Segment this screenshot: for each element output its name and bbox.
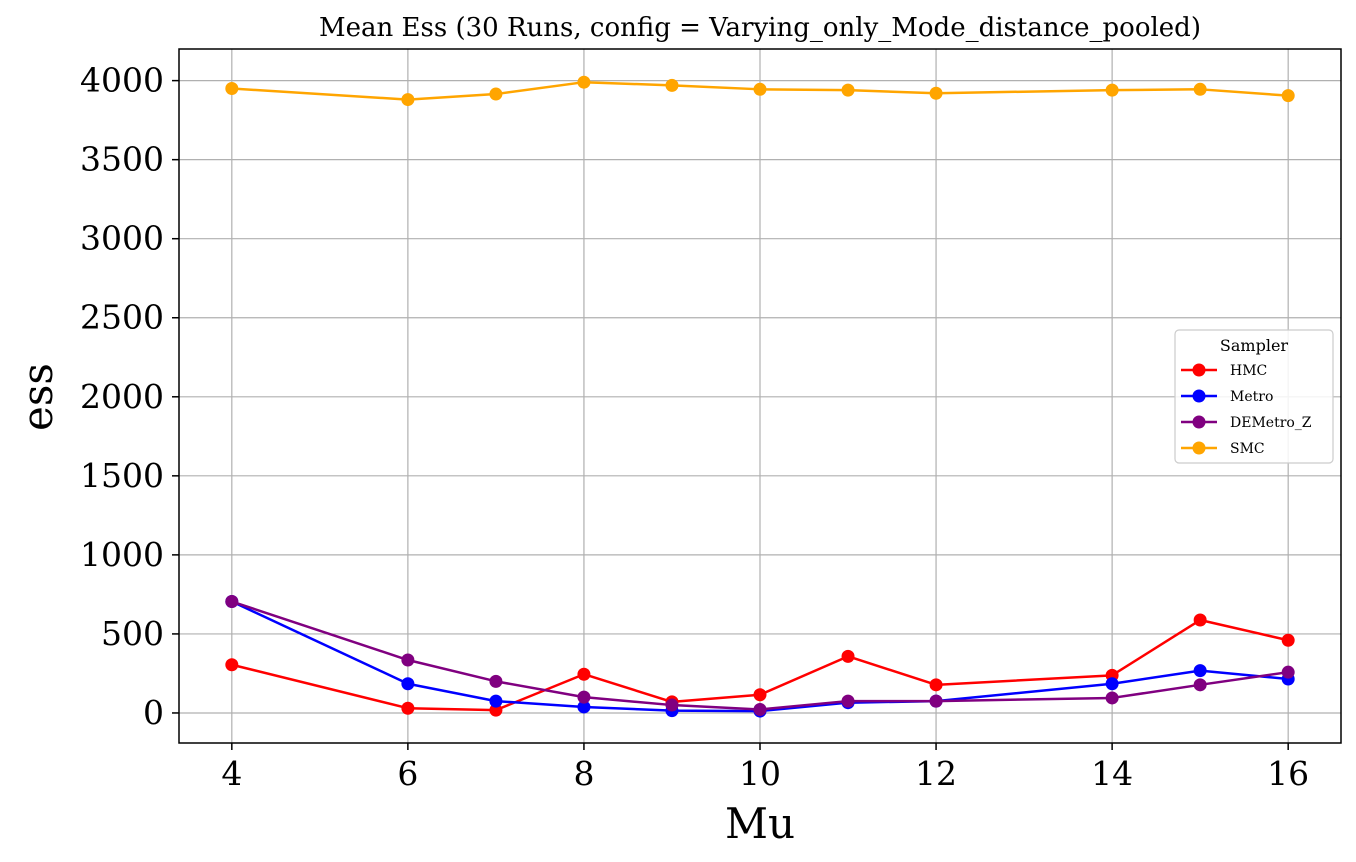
data-point-demetro-z <box>1193 678 1207 692</box>
y-tick-label: 0 <box>143 693 164 732</box>
y-tick-label: 3000 <box>80 219 164 258</box>
x-tick-label: 8 <box>573 754 594 793</box>
data-point-demetro-z <box>1105 691 1119 705</box>
legend-title: Sampler <box>1220 336 1289 355</box>
data-point-demetro-z <box>1281 665 1295 679</box>
data-point-hmc <box>1193 613 1207 627</box>
x-axis-label: Mu <box>725 799 795 848</box>
data-point-hmc <box>225 658 239 672</box>
legend-marker <box>1192 363 1206 377</box>
data-point-smc <box>1193 82 1207 96</box>
y-tick-label: 500 <box>101 614 164 653</box>
data-point-demetro-z <box>665 698 679 712</box>
data-point-demetro-z <box>577 690 591 704</box>
data-point-metro <box>577 700 591 714</box>
legend-marker <box>1192 441 1206 455</box>
data-point-metro <box>489 694 503 708</box>
data-point-hmc <box>577 667 591 681</box>
data-point-demetro-z <box>489 674 503 688</box>
x-tick-label: 12 <box>915 754 957 793</box>
y-tick-label: 2000 <box>80 377 164 416</box>
data-point-smc <box>841 83 855 97</box>
y-tick-label: 2500 <box>80 298 164 337</box>
plot-frame <box>178 48 1342 744</box>
x-tick-label: 6 <box>397 754 418 793</box>
legend-label: SMC <box>1230 441 1265 457</box>
data-point-demetro-z <box>401 653 415 667</box>
data-point-smc <box>1105 83 1119 97</box>
y-tick-label: 1500 <box>80 456 164 495</box>
legend-box <box>1174 329 1334 464</box>
data-point-smc <box>577 75 591 89</box>
y-tick-label: 4000 <box>80 61 164 100</box>
data-point-demetro-z <box>753 702 767 716</box>
series-demetro-z <box>225 595 1295 716</box>
legend-marker <box>1192 389 1206 403</box>
data-point-metro <box>1193 664 1207 678</box>
y-axis-label: ess <box>13 363 62 431</box>
legend-item-smc: SMC <box>1181 441 1265 457</box>
legend-items: HMC Metro DEMetro_Z SMC <box>1181 363 1312 457</box>
legend-item-demetro-z: DEMetro_Z <box>1181 415 1312 431</box>
data-point-smc <box>753 82 767 96</box>
data-point-hmc <box>401 701 415 715</box>
data-point-demetro-z <box>929 694 943 708</box>
legend-marker <box>1192 415 1206 429</box>
legend-label: HMC <box>1230 363 1267 379</box>
data-point-smc <box>225 82 239 96</box>
data-point-demetro-z <box>841 694 855 708</box>
data-point-metro <box>1105 677 1119 691</box>
data-point-demetro-z <box>225 595 239 609</box>
legend: Sampler HMC Metro DEMetro_Z SMC <box>1174 329 1334 464</box>
legend-item-metro: Metro <box>1181 389 1273 405</box>
data-point-hmc <box>753 688 767 702</box>
data-point-hmc <box>841 649 855 663</box>
grid-lines <box>179 49 1341 743</box>
data-point-smc <box>1281 89 1295 103</box>
data-point-smc <box>929 86 943 100</box>
axis-ticks: 4 6 8 10 12 14 16 0 500 1000 1500 2000 2500 3000 3500 4… <box>80 61 1309 793</box>
data-point-hmc <box>929 678 943 692</box>
legend-label: DEMetro_Z <box>1230 415 1312 431</box>
data-point-metro <box>401 677 415 691</box>
series-smc <box>225 75 1295 107</box>
legend-label: Metro <box>1230 389 1273 405</box>
series-lines <box>225 75 1295 718</box>
data-point-hmc <box>489 703 503 717</box>
chart-title: Mean Ess (30 Runs, config = Varying_only… <box>319 13 1201 43</box>
y-tick-label: 1000 <box>80 535 164 574</box>
y-tick-label: 3500 <box>80 140 164 179</box>
data-point-hmc <box>1281 633 1295 647</box>
data-point-smc <box>489 87 503 101</box>
x-tick-label: 10 <box>739 754 781 793</box>
data-point-smc <box>665 78 679 92</box>
x-tick-label: 4 <box>221 754 242 793</box>
data-point-smc <box>401 93 415 107</box>
legend-item-hmc: HMC <box>1181 363 1267 379</box>
x-tick-label: 14 <box>1091 754 1133 793</box>
x-tick-label: 16 <box>1267 754 1309 793</box>
